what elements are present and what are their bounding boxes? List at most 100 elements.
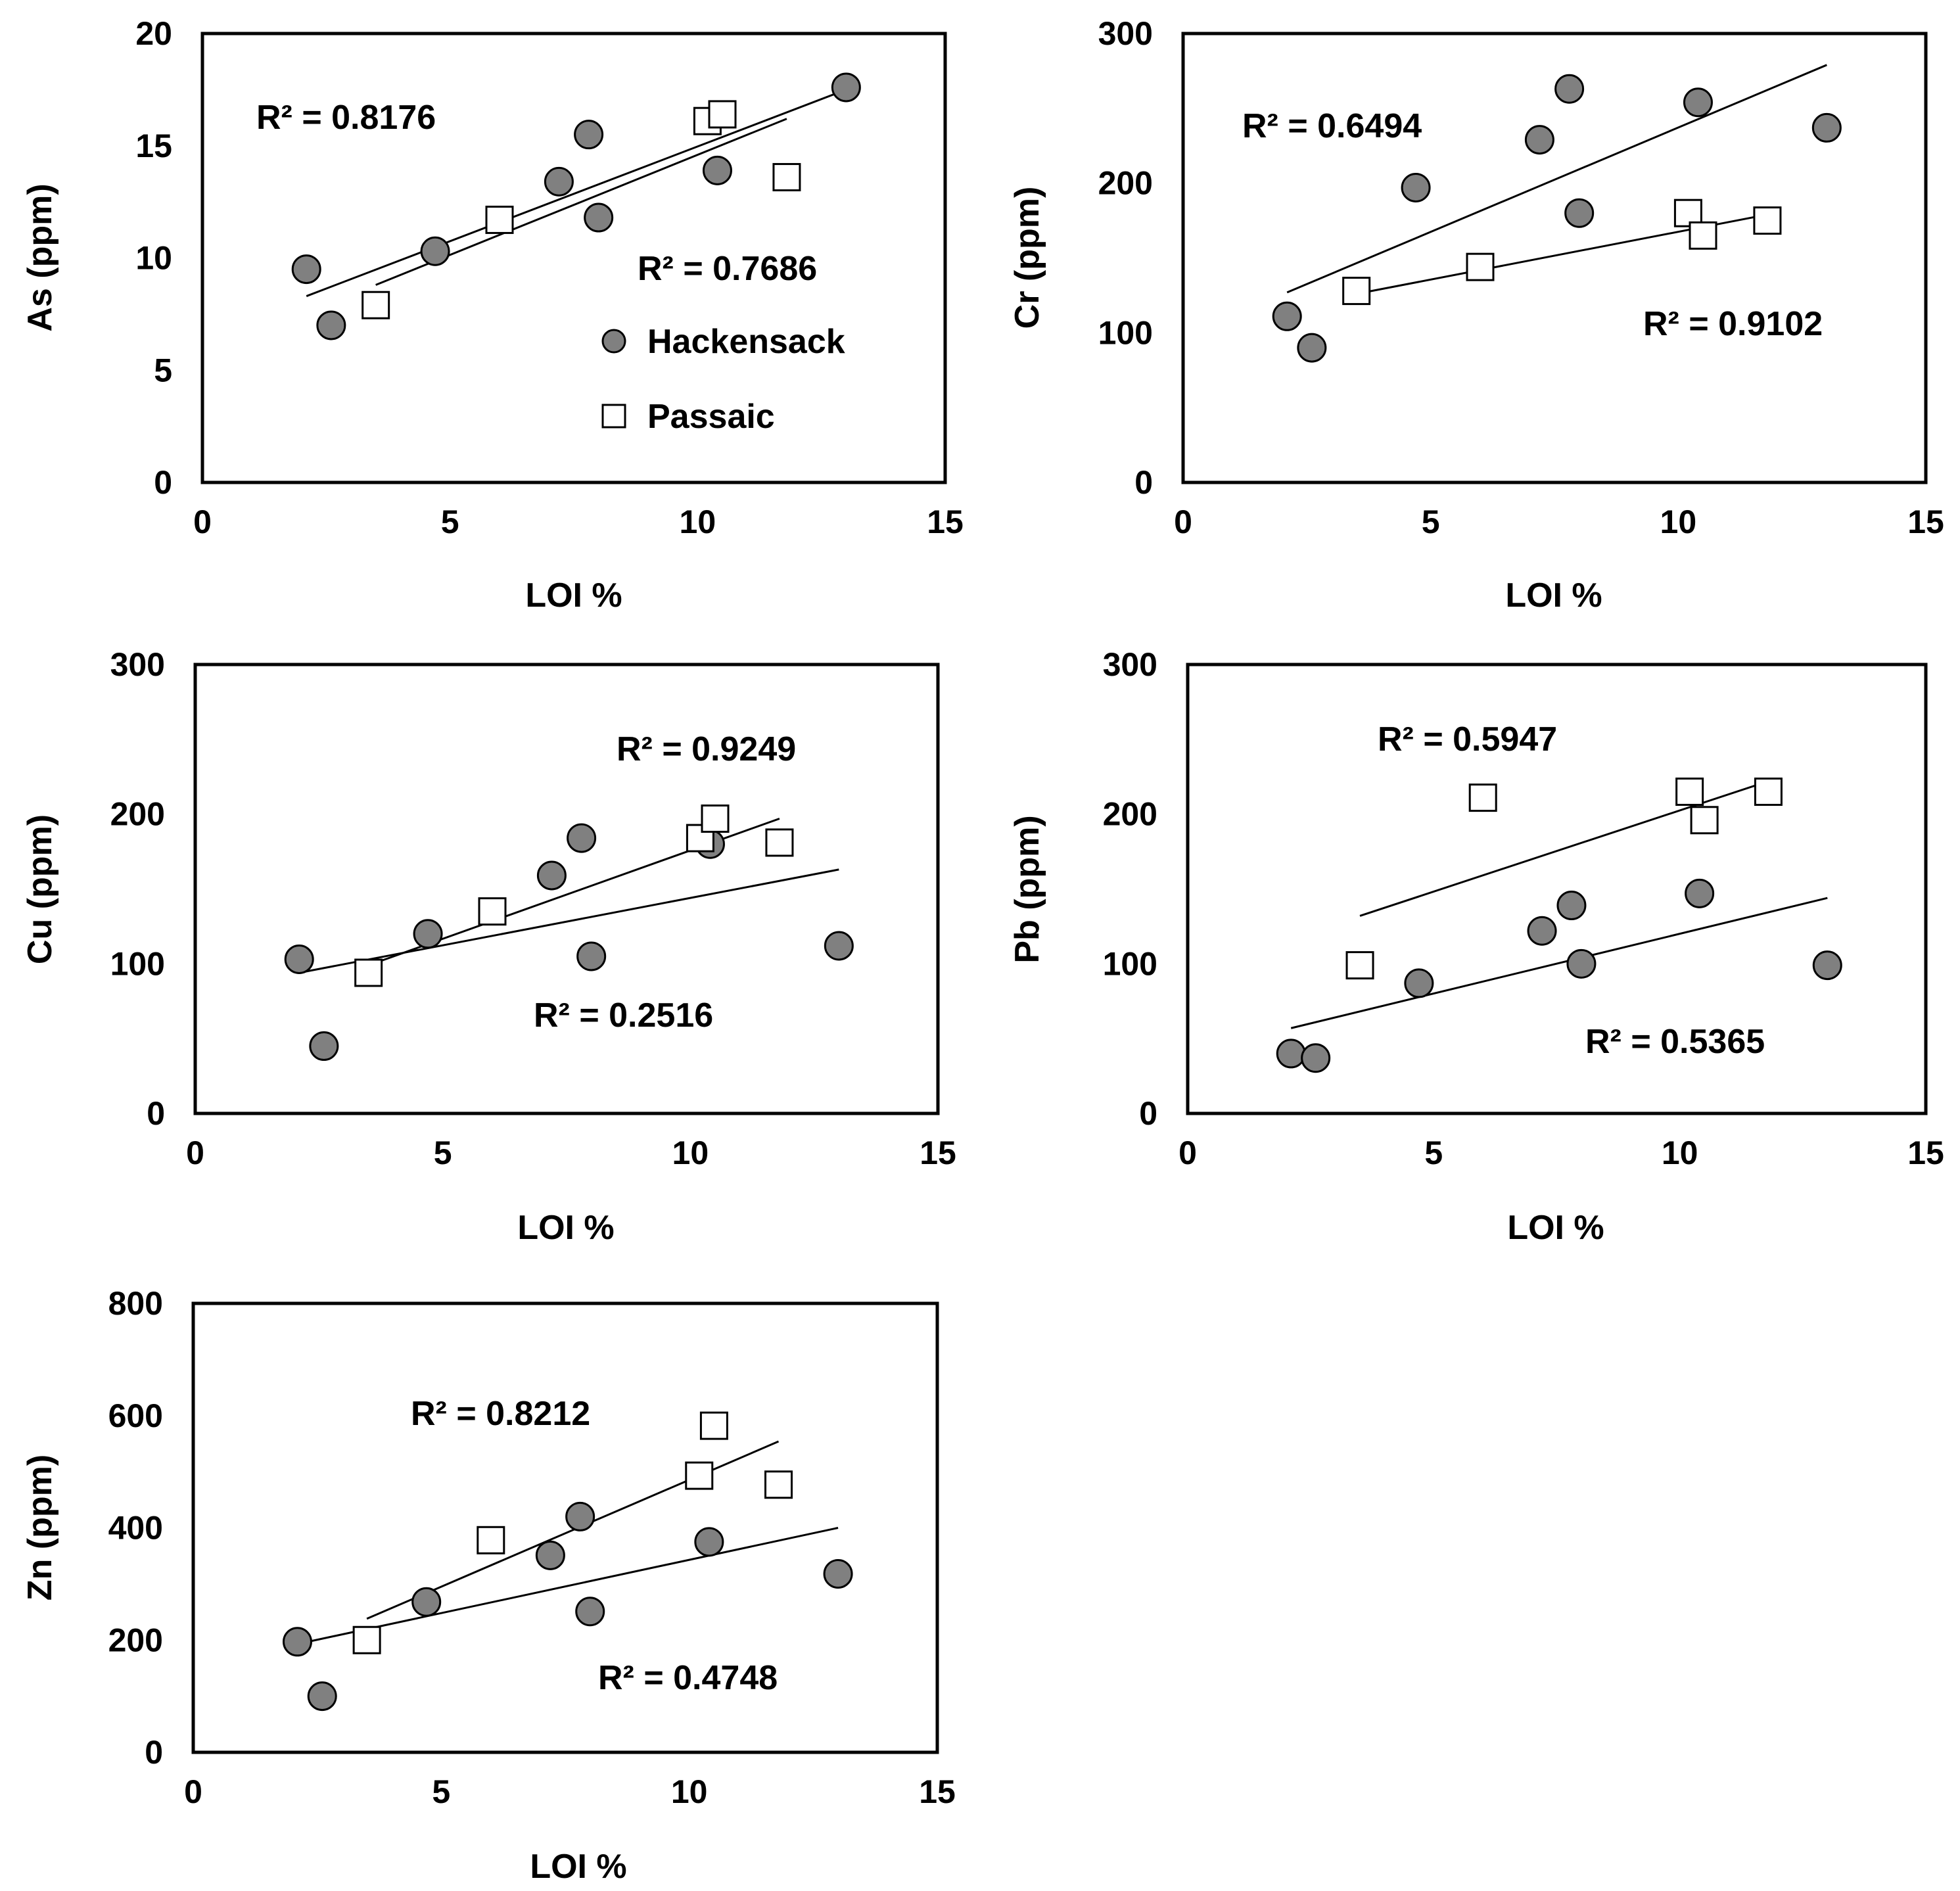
trendline-hackensack	[298, 868, 839, 974]
legend-marker-passaic	[601, 404, 626, 429]
x-tick-label: 5	[434, 1134, 452, 1171]
y-tick-label: 0	[1134, 464, 1153, 501]
data-point-hackensack	[1401, 172, 1431, 202]
y-tick-label: 5	[154, 352, 172, 388]
data-point-hackensack	[1566, 948, 1597, 979]
data-point-hackensack	[1811, 112, 1842, 143]
chart-panel-zn: LOI % Zn (ppm) R² = 0.8212 R² = 0.4748 0…	[21, 1285, 956, 1886]
y-tick-label: 0	[154, 464, 172, 501]
data-point-passaic	[764, 1470, 793, 1499]
x-tick-label: 5	[1424, 1134, 1443, 1171]
x-tick-label: 0	[184, 1773, 202, 1810]
x-axis-label-cu: LOI %	[517, 1209, 614, 1247]
x-tick-label: 0	[193, 503, 212, 540]
r2-label-zn-passaic: R² = 0.8212	[411, 1395, 590, 1433]
data-point-hackensack	[702, 155, 732, 185]
data-point-passaic	[1690, 806, 1719, 835]
legend-marker-hackensack	[601, 329, 626, 354]
x-axis-label-zn: LOI %	[530, 1848, 626, 1886]
y-tick-label: 300	[1103, 646, 1157, 683]
y-tick-label: 15	[135, 128, 172, 164]
chart-panel-cr: LOI % Cr (ppm) R² = 0.6494 R² = 0.9102 0…	[1008, 15, 1944, 615]
data-point-passaic	[1466, 252, 1495, 281]
data-point-hackensack	[1297, 333, 1327, 363]
y-axis-label-cu: Cu (ppm)	[21, 814, 59, 964]
data-point-passaic	[701, 804, 730, 833]
r2-label-as-hackensack: R² = 0.8176	[256, 99, 436, 137]
plot-area-cr	[1181, 32, 1928, 484]
chart-panel-pb: LOI % Pb (ppm) R² = 0.5947 R² = 0.5365 0…	[1008, 646, 1944, 1247]
data-point-hackensack	[1812, 950, 1842, 981]
plot-area-as	[200, 32, 947, 484]
data-point-hackensack	[1272, 301, 1302, 331]
x-tick-label: 10	[680, 503, 716, 540]
x-axis-label-as: LOI %	[525, 576, 622, 615]
data-point-passaic	[708, 100, 737, 129]
r2-label-cr-hackensack: R² = 0.6494	[1242, 107, 1422, 145]
data-point-passaic	[362, 291, 390, 319]
data-point-hackensack	[574, 120, 604, 150]
trendline-hackensack	[306, 88, 847, 297]
y-tick-label: 0	[147, 1095, 165, 1132]
x-tick-label: 5	[441, 503, 459, 540]
x-tick-label: 15	[1907, 503, 1944, 540]
data-point-hackensack	[575, 1597, 605, 1627]
y-tick-label: 800	[108, 1285, 163, 1322]
data-point-hackensack	[282, 1627, 312, 1657]
data-point-hackensack	[1527, 916, 1557, 946]
data-point-hackensack	[413, 919, 443, 949]
data-point-hackensack	[694, 1527, 724, 1557]
x-tick-label: 10	[1660, 503, 1697, 540]
data-point-passaic	[1689, 221, 1717, 250]
data-point-passaic	[1754, 778, 1783, 806]
data-point-hackensack	[1276, 1039, 1306, 1069]
marks-pb	[1276, 778, 1842, 1073]
y-tick-label: 300	[1098, 15, 1153, 52]
x-axis-label-cr: LOI %	[1505, 576, 1602, 615]
data-point-hackensack	[411, 1587, 442, 1617]
marks-as	[291, 72, 861, 340]
y-tick-label: 0	[1139, 1095, 1157, 1132]
y-tick-label: 20	[135, 15, 172, 52]
data-point-hackensack	[584, 202, 614, 233]
y-tick-label: 0	[145, 1734, 163, 1771]
y-tick-label: 200	[108, 1622, 163, 1658]
y-tick-label: 10	[135, 240, 172, 277]
data-point-hackensack	[1564, 198, 1595, 228]
y-axis-label-cr: Cr (ppm)	[1008, 187, 1046, 329]
data-point-passaic	[1342, 277, 1371, 306]
x-tick-label: 15	[1907, 1134, 1944, 1171]
data-point-hackensack	[1301, 1043, 1331, 1073]
data-point-passaic	[1345, 951, 1374, 980]
y-axis-label-pb: Pb (ppm)	[1008, 815, 1046, 963]
marks-zn	[282, 1411, 853, 1712]
y-axis-label-zn: Zn (ppm)	[21, 1455, 59, 1600]
plot-area-pb	[1186, 663, 1928, 1115]
r2-label-cu-passaic: R² = 0.9249	[617, 730, 796, 768]
y-tick-label: 200	[110, 796, 165, 833]
data-point-hackensack	[565, 1501, 595, 1531]
data-point-hackensack	[1683, 87, 1713, 118]
y-tick-label: 200	[1103, 796, 1157, 833]
x-tick-label: 15	[927, 503, 964, 540]
r2-label-zn-hackensack: R² = 0.4748	[598, 1659, 778, 1697]
y-tick-label: 200	[1098, 165, 1153, 202]
data-point-hackensack	[307, 1681, 337, 1712]
x-tick-label: 10	[672, 1134, 709, 1171]
y-tick-label: 100	[1103, 945, 1157, 982]
data-point-hackensack	[1685, 878, 1715, 908]
data-point-hackensack	[823, 1559, 853, 1589]
r2-label-cr-passaic: R² = 0.9102	[1643, 305, 1823, 343]
data-point-passaic	[685, 1461, 714, 1490]
data-point-passaic	[352, 1625, 381, 1654]
x-tick-label: 10	[671, 1773, 708, 1810]
data-point-hackensack	[831, 72, 861, 103]
y-tick-label: 100	[110, 945, 165, 982]
data-point-passaic	[699, 1411, 728, 1440]
x-tick-label: 10	[1662, 1134, 1698, 1171]
r2-label-as-passaic: R² = 0.7686	[638, 250, 817, 288]
data-point-passaic	[772, 163, 801, 192]
data-point-hackensack	[1556, 891, 1587, 921]
x-tick-label: 0	[186, 1134, 204, 1171]
x-tick-label: 0	[1178, 1134, 1197, 1171]
